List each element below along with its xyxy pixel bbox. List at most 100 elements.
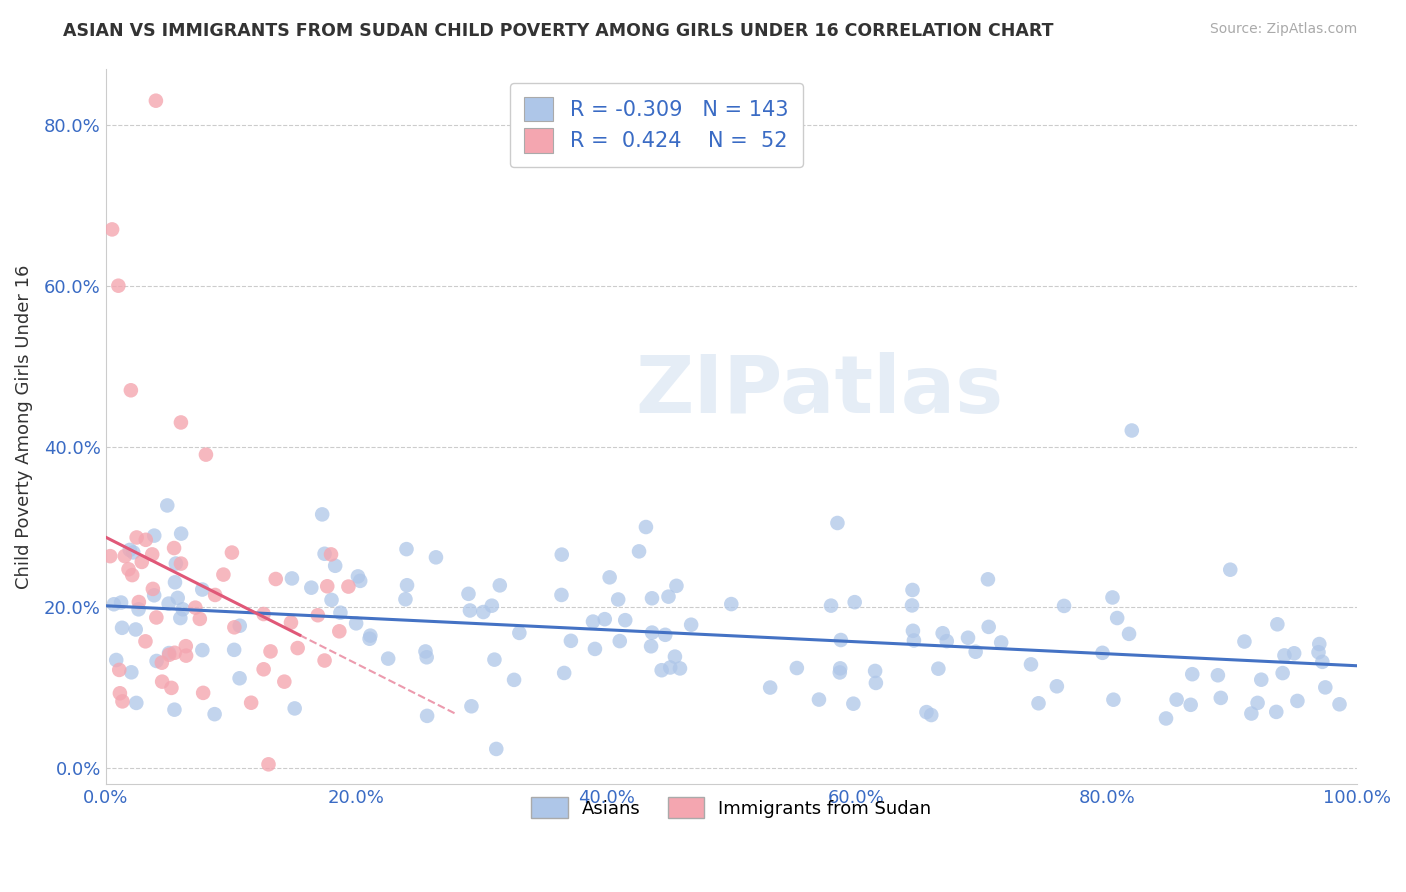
Point: [1246, 696, 1268, 710]
Point: [143, 588, 166, 602]
Point: [188, 612, 211, 626]
Point: [1271, 666, 1294, 681]
Point: [425, 550, 447, 565]
Point: [319, 548, 342, 562]
Point: [184, 600, 207, 615]
Point: [108, 663, 131, 677]
Point: [609, 634, 631, 648]
Point: [349, 574, 371, 588]
Point: [1181, 667, 1204, 681]
Point: [359, 632, 381, 646]
Point: [990, 635, 1012, 649]
Point: [314, 653, 336, 667]
Point: [163, 575, 186, 590]
Point: [105, 653, 128, 667]
Point: [150, 656, 173, 670]
Point: [830, 633, 852, 648]
Point: [560, 633, 582, 648]
Point: [166, 591, 188, 605]
Point: [125, 531, 148, 545]
Point: [844, 595, 866, 609]
Point: [1101, 591, 1123, 605]
Point: [1019, 657, 1042, 672]
Point: [828, 665, 851, 680]
Point: [120, 665, 142, 680]
Point: [1180, 698, 1202, 712]
Point: [460, 699, 482, 714]
Text: ASIAN VS IMMIGRANTS FROM SUDAN CHILD POVERTY AMONG GIRLS UNDER 16 CORRELATION CH: ASIAN VS IMMIGRANTS FROM SUDAN CHILD POV…: [63, 22, 1053, 40]
Point: [174, 639, 197, 653]
Point: [786, 661, 808, 675]
Point: [593, 612, 616, 626]
Point: [551, 548, 574, 562]
Point: [337, 580, 360, 594]
Point: [157, 597, 180, 611]
Point: [281, 571, 304, 585]
Point: [1315, 681, 1337, 695]
Point: [145, 610, 167, 624]
Point: [759, 681, 782, 695]
Point: [228, 671, 250, 685]
Point: [665, 579, 688, 593]
Point: [641, 591, 664, 606]
Point: [323, 558, 346, 573]
Point: [329, 606, 352, 620]
Point: [628, 544, 651, 558]
Point: [553, 665, 575, 680]
Point: [280, 615, 302, 630]
Point: [101, 222, 124, 236]
Point: [1265, 705, 1288, 719]
Point: [651, 663, 673, 677]
Point: [257, 757, 280, 772]
Point: [457, 587, 479, 601]
Point: [240, 696, 263, 710]
Point: [416, 709, 439, 723]
Point: [150, 674, 173, 689]
Point: [1102, 692, 1125, 706]
Point: [458, 603, 481, 617]
Text: ZIPatlas: ZIPatlas: [636, 351, 1002, 430]
Point: [163, 703, 186, 717]
Point: [977, 620, 1000, 634]
Point: [920, 708, 942, 723]
Point: [903, 633, 925, 648]
Point: [1233, 634, 1256, 648]
Point: [273, 674, 295, 689]
Point: [394, 592, 416, 607]
Point: [170, 416, 193, 430]
Point: [264, 572, 287, 586]
Point: [145, 654, 167, 668]
Point: [156, 499, 179, 513]
Point: [1053, 599, 1076, 613]
Point: [599, 570, 621, 584]
Point: [221, 545, 243, 559]
Point: [117, 562, 139, 576]
Point: [582, 615, 605, 629]
Point: [1209, 690, 1232, 705]
Point: [311, 508, 333, 522]
Point: [657, 590, 679, 604]
Point: [481, 599, 503, 613]
Point: [1308, 637, 1330, 651]
Point: [121, 568, 143, 582]
Point: [204, 588, 226, 602]
Point: [111, 621, 134, 635]
Point: [1240, 706, 1263, 721]
Point: [977, 572, 1000, 586]
Point: [634, 520, 657, 534]
Point: [681, 617, 703, 632]
Point: [108, 686, 131, 700]
Point: [1166, 692, 1188, 706]
Point: [484, 652, 506, 666]
Point: [145, 94, 167, 108]
Point: [103, 597, 125, 611]
Point: [640, 640, 662, 654]
Point: [931, 626, 953, 640]
Point: [118, 542, 141, 557]
Point: [664, 649, 686, 664]
Point: [128, 595, 150, 609]
Point: [134, 634, 156, 648]
Point: [299, 581, 322, 595]
Point: [191, 686, 214, 700]
Point: [252, 662, 274, 676]
